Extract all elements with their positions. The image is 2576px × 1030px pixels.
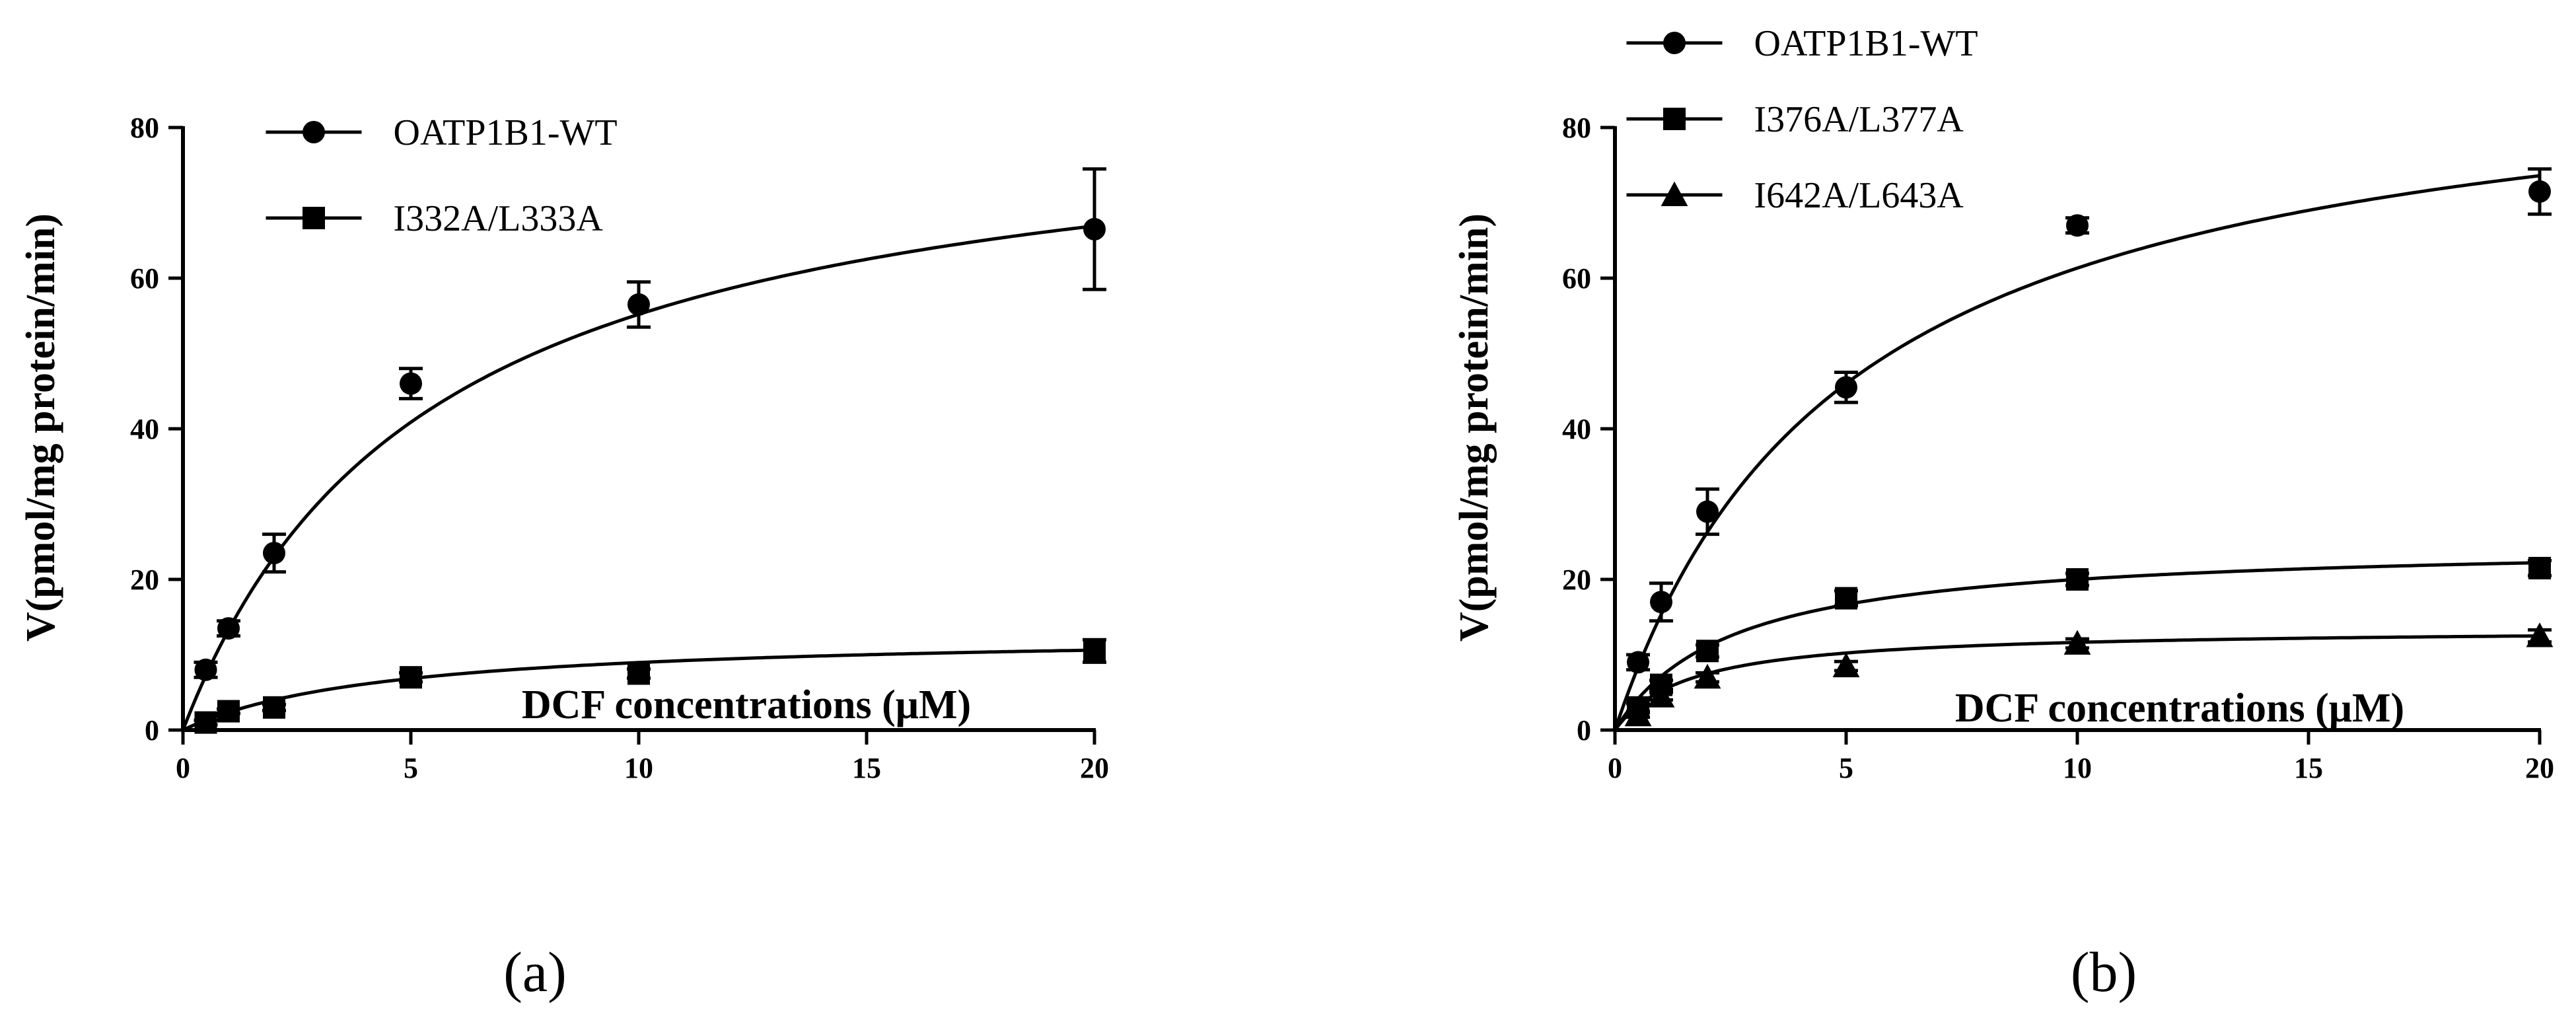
panel-b-chart: 0 20 40 60 80 0 5 10 15 20 OATP1B1-WT I376A/L377A I6… [1452,23,2554,1004]
panel-a-x-axis-title: DCF concentrations (μM) [522,682,971,727]
panel-b-data-point [2066,568,2089,591]
panel-b-fit-curve [1613,174,2540,731]
panel-a-legend-label: I332A/L333A [394,198,604,239]
panel-a-x-tick-label: 5 [404,752,418,784]
panel-b-y-tick-label: 0 [1577,714,1591,747]
panel-a-x-tick-label: 0 [176,752,190,784]
panel-b-legend-marker [1661,181,1688,206]
panel-a-plot-area: 0 20 40 60 80 0 5 10 15 20 OATP1B1-WT I332A/L333A [130,112,1109,784]
panel-a-data-point [194,711,217,734]
panel-a-data-point [194,658,217,681]
panel-a-data-point [263,696,285,719]
panel-b-data-point [2528,180,2551,203]
panel-b-series-2: I642A/L643A [1614,175,2554,731]
panel-a-y-tick-label: 40 [130,413,159,445]
panel-a-data-point [1083,640,1106,663]
panel-b-legend-marker [1663,108,1686,130]
panel-a-data-point [217,617,240,640]
panel-b-x-tick-label: 10 [2063,752,2092,784]
panel-a-data-point [1083,217,1106,240]
panel-a-x-tick-label: 20 [1080,752,1109,784]
panel-b-y-tick-label: 20 [1562,564,1591,596]
panel-b-x-tick-label: 20 [2525,752,2554,784]
panel-b-y-tick-label: 60 [1562,262,1591,295]
panel-b-data-point [1832,652,1860,678]
panel-a-y-tick-label: 60 [130,262,159,295]
panel-a-series-1: I332A/L333A [182,198,1106,734]
panel-a-series-0: OATP1B1-WT [181,112,1106,731]
panel-b-y-tick-label: 80 [1562,112,1591,144]
panel-a-legend-label: OATP1B1-WT [394,112,618,153]
panel-b-data-point [1696,500,1719,523]
panel-b-series-0: OATP1B1-WT [1613,23,2552,731]
panel-b-label: (b) [2071,940,2137,1004]
panel-b-data-point [1627,651,1649,674]
panel-a-data-point [627,662,650,685]
panel-b-plot-area: 0 20 40 60 80 0 5 10 15 20 OATP1B1-WT I376A/L377A I6… [1562,23,2554,784]
panel-a-label: (a) [503,940,566,1004]
panel-b-data-point [1694,663,1721,689]
panel-b-data-point [1835,587,1857,610]
panel-b-x-tick-label: 0 [1608,752,1622,784]
panel-b-data-point [1650,591,1672,614]
panel-a-y-tick-label: 0 [145,714,159,747]
panel-b-data-point [1696,640,1719,663]
panel-a-data-point [400,372,422,395]
panel-a-y-tick-label: 80 [130,112,159,144]
panel-b-series-1: I376A/L377A [1613,99,2552,731]
panel-b-data-point [2528,556,2551,579]
panel-b-data-point [1647,682,1675,708]
panel-a-x-tick-label: 10 [624,752,653,784]
panel-a-x-tick-label: 15 [852,752,881,784]
panel-a-data-point [263,542,285,565]
panel-b-data-point [2063,630,2091,655]
panel-b-x-axis-title: DCF concentrations (μM) [1955,686,2404,731]
panel-b-legend-marker [1663,32,1686,54]
panel-a-chart: 0 20 40 60 80 0 5 10 15 20 OATP1B1-WT I332A/L333A D… [18,112,1109,1004]
panel-b-legend-label: I642A/L643A [1754,175,1964,216]
panel-b-y-axis-title: V(pmol/mg protein/min) [1452,213,1497,642]
panel-b-y-tick-label: 40 [1562,413,1591,445]
panel-a-data-point [400,666,422,689]
panel-a-y-tick-label: 20 [130,564,159,596]
panel-b-data-point [1624,701,1652,727]
panel-b-legend-label: OATP1B1-WT [1754,23,1978,64]
panel-a-legend-marker [303,121,325,143]
panel-a-y-axis-title: V(pmol/mg protein/min) [18,213,63,642]
panel-b-data-point [2526,622,2554,647]
panel-a-legend-marker [303,207,325,229]
panel-a-data-point [217,700,240,723]
panel-b-data-point [1835,376,1857,399]
panel-b-x-tick-label: 5 [1839,752,1853,784]
panel-b-legend-label: I376A/L377A [1754,99,1964,140]
panel-b-data-point [2066,214,2089,237]
panel-a-data-point [627,293,650,316]
panel-b-x-tick-label: 15 [2294,752,2323,784]
